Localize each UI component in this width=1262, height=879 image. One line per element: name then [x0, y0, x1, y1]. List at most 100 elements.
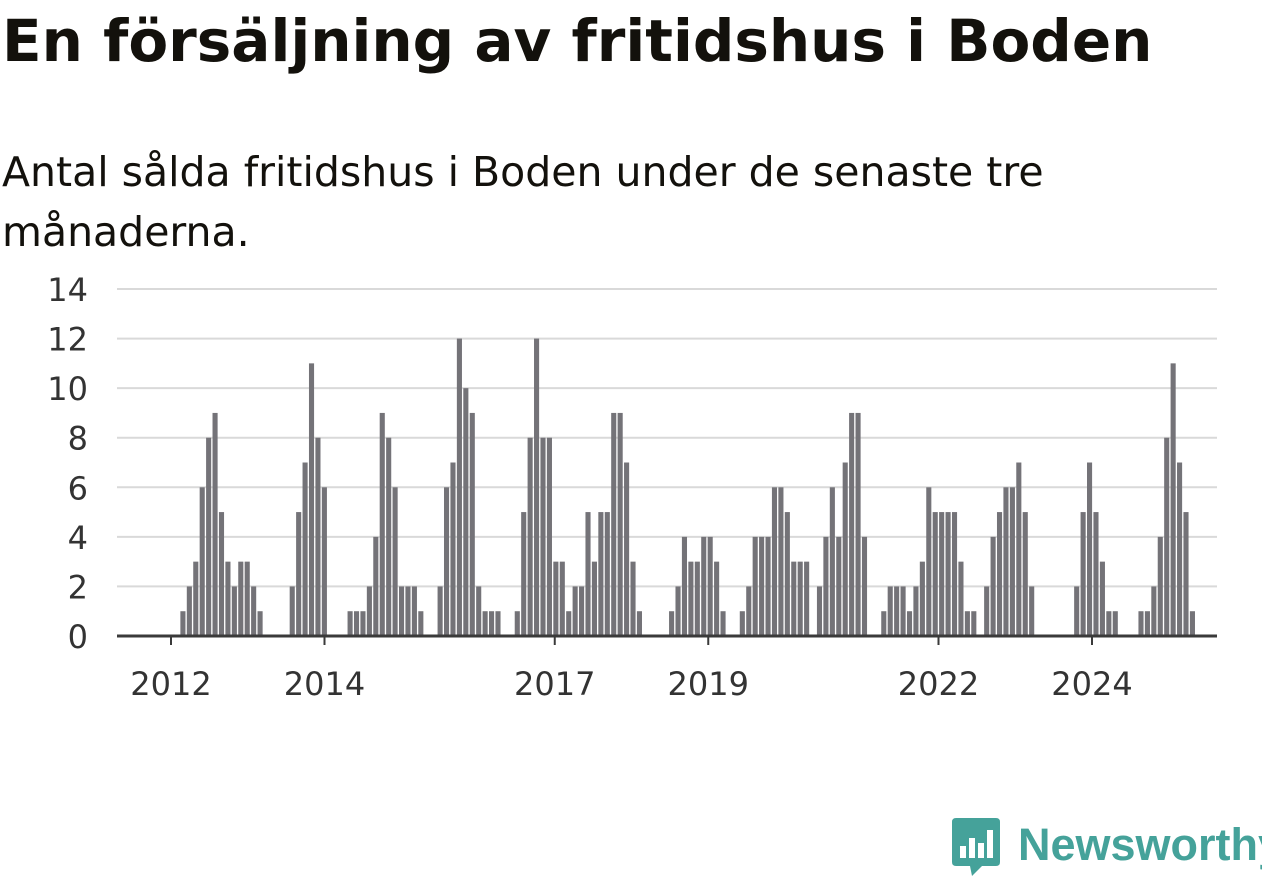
bar [1016, 462, 1022, 636]
y-tick-label: 8 [68, 420, 88, 458]
bar [784, 512, 790, 636]
bar [694, 561, 700, 636]
brand-logo: Newsworthy [950, 816, 1262, 879]
bar [469, 412, 475, 636]
bar [604, 512, 610, 636]
bar [1106, 611, 1112, 636]
bar [926, 487, 932, 636]
bar [964, 611, 970, 636]
bar [251, 586, 257, 636]
bar [1151, 586, 1157, 636]
bar [675, 586, 681, 636]
bar [1112, 611, 1118, 636]
bar [553, 561, 559, 636]
bar [353, 611, 360, 636]
bar [1144, 611, 1150, 636]
bar [759, 536, 765, 636]
bar [572, 586, 578, 636]
bar [1080, 512, 1086, 636]
x-tick-label: 2017 [514, 665, 595, 700]
bar [379, 412, 385, 636]
bar [746, 586, 752, 636]
bar [450, 462, 456, 636]
bar [681, 536, 688, 636]
bar [405, 586, 411, 636]
bar [218, 512, 225, 636]
bar [855, 412, 861, 636]
bar [476, 586, 482, 636]
bar [1074, 586, 1080, 636]
y-axis-tick-labels: 0 2 4 6 8 10 12 14 [47, 271, 88, 656]
bar [521, 512, 527, 636]
bar [617, 412, 623, 636]
bar [585, 512, 591, 636]
bar [887, 586, 893, 636]
bar [206, 437, 212, 636]
bar [347, 611, 353, 636]
bar [257, 611, 263, 636]
x-tick-label: 2022 [898, 665, 979, 700]
bar [984, 586, 990, 636]
bar [489, 611, 495, 636]
bar [392, 487, 398, 636]
bar [1093, 512, 1099, 636]
bar [861, 536, 868, 636]
bar [366, 586, 372, 636]
bar [386, 437, 392, 636]
bar [707, 536, 713, 636]
bar [456, 338, 462, 636]
bar [669, 611, 675, 636]
bar [193, 561, 199, 636]
bar-chart: 0 2 4 6 8 10 12 14 2012 2014 2017 2019 2022 2024 1 [47, 260, 1217, 700]
bar [804, 561, 810, 636]
bar [1087, 462, 1093, 636]
bar [289, 586, 295, 636]
bar [714, 561, 720, 636]
bar [591, 561, 597, 636]
x-axis: 2012 2014 2017 2019 2022 2024 [117, 634, 1217, 700]
bar [579, 586, 585, 636]
bar [932, 512, 938, 636]
bar [411, 586, 417, 636]
bar [308, 363, 315, 636]
bar [836, 536, 842, 636]
bar [1003, 487, 1009, 636]
bar [1138, 611, 1144, 636]
bar [842, 462, 848, 636]
bar [688, 561, 694, 636]
bar [913, 586, 919, 636]
y-tick-label: 4 [68, 519, 88, 557]
bar [739, 611, 745, 636]
bar [225, 561, 231, 636]
y-tick-label: 14 [47, 271, 88, 309]
bar [720, 611, 726, 636]
bar [495, 611, 501, 636]
newsworthy-logo-icon [952, 818, 1000, 876]
bar [444, 487, 450, 636]
bar [566, 611, 572, 636]
bar [778, 487, 784, 636]
bar [765, 536, 771, 636]
bar [996, 512, 1003, 636]
bar [849, 412, 855, 636]
bar [1022, 512, 1028, 636]
bar [881, 611, 887, 636]
bar [630, 561, 636, 636]
x-tick-label: 2014 [284, 665, 365, 700]
bar [990, 536, 996, 636]
bar [1099, 561, 1105, 636]
chart-subtitle: Antal sålda fritidshus i Boden under de … [2, 148, 1044, 256]
y-tick-label: 0 [68, 618, 88, 656]
bar [1009, 487, 1015, 636]
bar [900, 586, 906, 636]
bar [894, 586, 900, 636]
brand-name: Newsworthy [1018, 819, 1262, 870]
y-tick-label: 12 [47, 321, 88, 359]
bar [1170, 363, 1176, 636]
bar [482, 611, 488, 636]
bar [559, 561, 565, 636]
gridlines [117, 288, 1217, 588]
bar [527, 437, 533, 636]
bar [1164, 437, 1170, 636]
